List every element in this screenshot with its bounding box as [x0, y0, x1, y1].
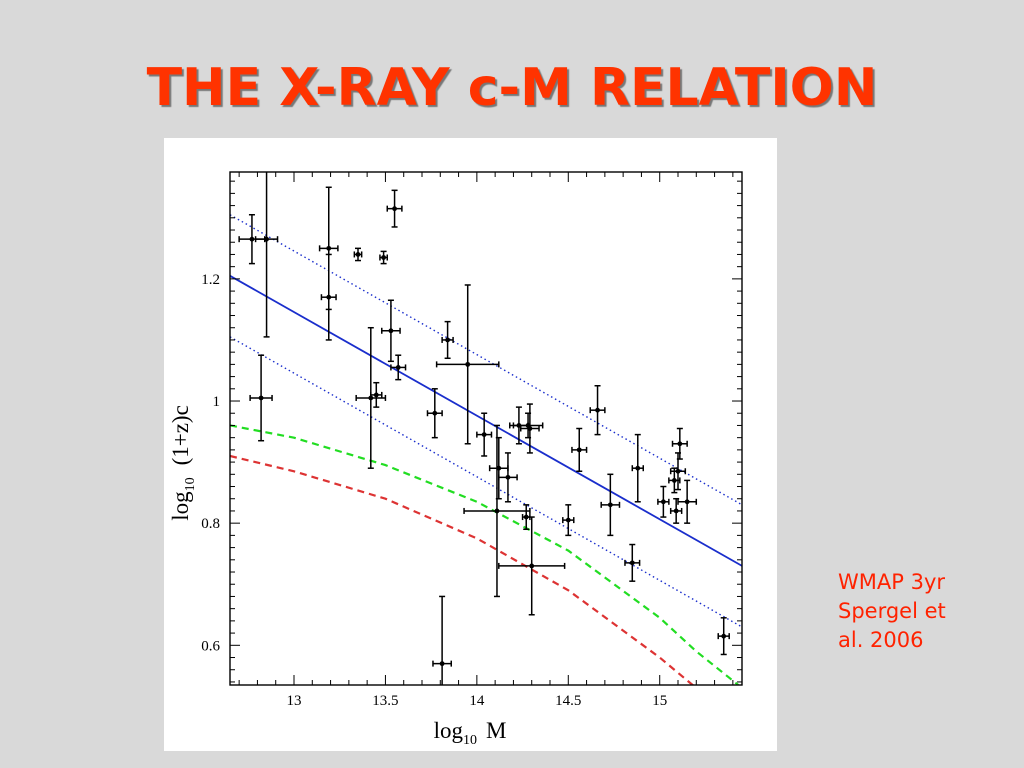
data-point-23: [498, 516, 566, 616]
wmap-note-line-1: WMAP 3yr: [838, 570, 946, 594]
y-tick-label: 1: [213, 394, 221, 410]
data-point-35: [677, 479, 698, 524]
y-axis-label: log10 (1+z)c: [168, 405, 198, 521]
y-tick-label: 0.6: [201, 638, 220, 654]
data-point-4: [320, 253, 337, 341]
data-points: [238, 172, 730, 685]
data-point-5: [353, 247, 363, 262]
data-point-33: [671, 427, 688, 460]
x-tick-label: 14: [469, 693, 485, 709]
plot-frame: [229, 171, 743, 686]
x-tick-label: 13.5: [372, 693, 398, 709]
scatter-bound-line-3: [230, 336, 742, 628]
data-point-37: [717, 617, 730, 656]
scatter-bound-line-2: [230, 214, 742, 506]
data-point-16: [488, 436, 509, 500]
data-point-7: [386, 189, 403, 228]
data-point-1: [254, 172, 279, 338]
data-point-27: [600, 473, 621, 537]
axis-labels: log10 M log10(1+z)c: [168, 405, 506, 748]
data-point-26: [589, 385, 606, 436]
data-point-34: [669, 497, 683, 524]
data-point-28: [624, 543, 641, 582]
x-axis-label-main: log: [434, 718, 464, 743]
model-curves: [230, 214, 742, 685]
data-point-8: [381, 299, 401, 363]
slide-title: THE X-RAY c-M RELATION: [146, 58, 878, 118]
data-point-14: [435, 284, 500, 445]
y-axis-label-main: log: [168, 491, 193, 521]
data-point-21: [463, 424, 531, 598]
y-tick-label: 1.2: [201, 272, 220, 288]
data-point-17: [498, 452, 518, 503]
x-tick-label: 14.5: [555, 693, 581, 709]
data-point-30: [657, 485, 670, 518]
x-axis-label-sub: 10: [463, 733, 477, 748]
data-point-2: [249, 354, 273, 442]
data-point-11: [370, 381, 383, 408]
x-tick-label: 15: [652, 693, 667, 709]
wmap-note: WMAP 3yr Spergel et al. 2006: [838, 568, 1008, 655]
data-point-24: [571, 427, 588, 472]
data-point-25: [562, 504, 575, 537]
y-axis-label-sub: 10: [183, 477, 198, 491]
data-point-6: [379, 250, 389, 265]
x-tick-label: 13: [287, 693, 302, 709]
data-point-36: [432, 595, 453, 685]
y-tick-label: 0.8: [201, 516, 220, 532]
axes: 13 13.5 14 14.5 15 0.6 0.8 1 1.2: [201, 171, 743, 709]
red-model-curve: [230, 454, 695, 685]
c-m-scatter-chart: 13 13.5 14 14.5 150.60.811.2 log10 M log10(1+…: [168, 171, 743, 748]
x-axis-label-var: M: [486, 718, 506, 743]
data-point-15: [476, 412, 493, 457]
y-axis-label-rest: (1+z)c: [168, 405, 193, 465]
data-point-10: [355, 326, 387, 469]
data-point-19: [512, 412, 544, 439]
wmap-note-line-3: al. 2006: [838, 628, 924, 652]
data-point-20: [519, 403, 540, 454]
x-axis-label: log10 M: [434, 718, 507, 748]
plot-panel: 13 13.5 14 14.5 15 0.6 0.8 1 1.2 log10 M log10(1+…: [164, 138, 777, 751]
green-model-curve: [230, 424, 739, 685]
data-point-13: [441, 320, 454, 360]
data-point-29: [631, 433, 645, 503]
data-point-12: [426, 388, 443, 439]
data-point-9: [390, 354, 407, 381]
data-point-22: [521, 504, 531, 531]
best-fit-line: [230, 275, 742, 567]
wmap-note-line-2: Spergel et: [838, 599, 946, 623]
